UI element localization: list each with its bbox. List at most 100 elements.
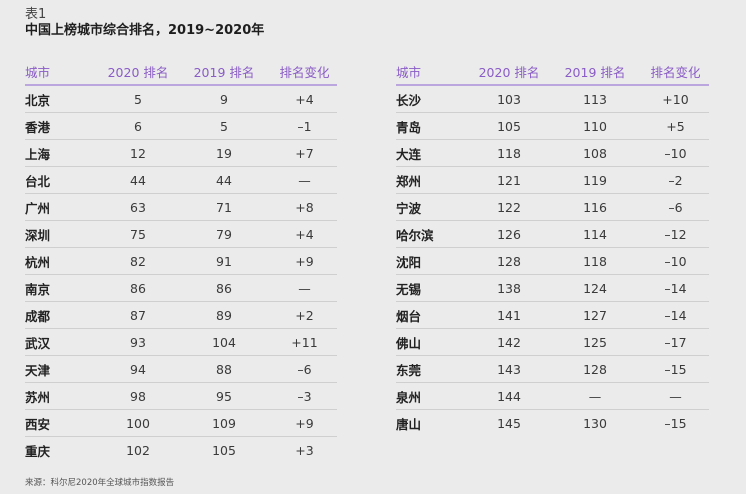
- table-row: 无锡 138 124 –14: [396, 275, 709, 302]
- rank-2019-cell: 91: [216, 253, 232, 269]
- rank-2019-cell: 79: [216, 226, 232, 242]
- city-cell: 上海: [25, 146, 51, 162]
- table-title: 中国上榜城市综合排名，2019~2020年: [25, 23, 265, 38]
- rank-change-cell: —: [298, 172, 311, 188]
- rank-change-cell: +4: [295, 91, 314, 107]
- rank-2019-cell: 9: [220, 91, 228, 107]
- rank-2020-cell: 100: [126, 415, 150, 431]
- city-cell: 长沙: [396, 92, 422, 108]
- city-cell: 北京: [25, 92, 51, 108]
- rank-change-cell: –14: [664, 307, 687, 323]
- table-row: 沈阳 128 118 –10: [396, 248, 709, 275]
- rank-2019-cell: 71: [216, 199, 232, 215]
- rank-2019-cell: 44: [216, 172, 232, 188]
- city-cell: 青岛: [396, 119, 422, 135]
- city-cell: 苏州: [25, 389, 51, 405]
- rank-change-cell: —: [298, 280, 311, 296]
- city-cell: 唐山: [396, 416, 422, 432]
- ranking-table-right: 城市 2020 排名 2019 排名 排名变化 长沙 103 113 +10 青岛 105…: [396, 58, 709, 436]
- table-row: 郑州 121 119 –2: [396, 167, 709, 194]
- table-row: 杭州 82 91 +9: [25, 248, 337, 275]
- rank-2019-cell: 125: [583, 334, 607, 350]
- table-body: 长沙 103 113 +10 青岛 105 110 +5 大连 118 108 –10 郑州 121 119…: [396, 86, 709, 436]
- rank-2019-cell: 116: [583, 199, 607, 215]
- rank-2019-cell: 88: [216, 361, 232, 377]
- rank-2019-cell: 113: [583, 91, 607, 107]
- rank-2019-cell: 105: [212, 442, 236, 458]
- rank-change-cell: –1: [297, 118, 312, 134]
- city-cell: 无锡: [396, 281, 422, 297]
- header-rank-2019: 2019 排名: [193, 64, 255, 80]
- rank-change-cell: —: [669, 388, 682, 404]
- rank-2020-cell: 98: [130, 388, 146, 404]
- rank-2020-cell: 122: [497, 199, 521, 215]
- rank-change-cell: –10: [664, 145, 687, 161]
- city-cell: 杭州: [25, 254, 51, 270]
- table-row: 广州 63 71 +8: [25, 194, 337, 221]
- table-row: 武汉 93 104 +11: [25, 329, 337, 356]
- rank-2019-cell: 104: [212, 334, 236, 350]
- rank-2019-cell: 95: [216, 388, 232, 404]
- table-row: 香港 6 5 –1: [25, 113, 337, 140]
- table-row: 上海 12 19 +7: [25, 140, 337, 167]
- rank-2020-cell: 63: [130, 199, 146, 215]
- rank-change-cell: +10: [662, 91, 689, 107]
- rank-change-cell: –10: [664, 253, 687, 269]
- rank-2020-cell: 121: [497, 172, 521, 188]
- table-row: 南京 86 86 —: [25, 275, 337, 302]
- rank-change-cell: +8: [295, 199, 314, 215]
- rank-change-cell: +11: [291, 334, 318, 350]
- rank-2020-cell: 82: [130, 253, 146, 269]
- source-note: 来源：科尔尼2020年全球城市指数报告: [25, 478, 175, 488]
- ranking-table-left: 城市 2020 排名 2019 排名 排名变化 北京 5 9 +4 香港 6 5 –1 上海 12…: [25, 58, 337, 463]
- table-row: 东莞 143 128 –15: [396, 356, 709, 383]
- rank-2020-cell: 86: [130, 280, 146, 296]
- rank-2019-cell: 110: [583, 118, 607, 134]
- rank-change-cell: +9: [295, 253, 314, 269]
- table-row: 泉州 144 — —: [396, 383, 709, 410]
- rank-2020-cell: 118: [497, 145, 521, 161]
- header-rank-change: 排名变化: [650, 64, 701, 80]
- table-row: 唐山 145 130 –15: [396, 410, 709, 436]
- city-cell: 香港: [25, 119, 51, 135]
- rank-change-cell: –15: [664, 415, 687, 431]
- table-header: 城市 2020 排名 2019 排名 排名变化: [25, 58, 337, 86]
- rank-2020-cell: 128: [497, 253, 521, 269]
- rank-change-cell: +4: [295, 226, 314, 242]
- rank-2019-cell: 19: [216, 145, 232, 161]
- header-rank-2019: 2019 排名: [564, 64, 626, 80]
- city-cell: 郑州: [396, 173, 422, 189]
- city-cell: 深圳: [25, 227, 51, 243]
- table-row: 成都 87 89 +2: [25, 302, 337, 329]
- rank-2019-cell: —: [588, 388, 602, 404]
- rank-2020-cell: 75: [130, 226, 146, 242]
- rank-2019-cell: 119: [583, 172, 607, 188]
- rank-2019-cell: 124: [583, 280, 607, 296]
- rank-2020-cell: 142: [497, 334, 521, 350]
- city-cell: 台北: [25, 173, 51, 189]
- rank-2020-cell: 145: [497, 415, 521, 431]
- table-row: 苏州 98 95 –3: [25, 383, 337, 410]
- rank-2019-cell: 128: [583, 361, 607, 377]
- rank-2019-cell: 114: [583, 226, 607, 242]
- table-row: 深圳 75 79 +4: [25, 221, 337, 248]
- rank-2020-cell: 44: [130, 172, 146, 188]
- header-rank-change: 排名变化: [279, 64, 330, 80]
- table-row: 大连 118 108 –10: [396, 140, 709, 167]
- rank-2020-cell: 93: [130, 334, 146, 350]
- table-row: 烟台 141 127 –14: [396, 302, 709, 329]
- rank-2019-cell: 86: [216, 280, 232, 296]
- rank-2020-cell: 143: [497, 361, 521, 377]
- rank-2020-cell: 6: [134, 118, 142, 134]
- city-cell: 沈阳: [396, 254, 422, 270]
- table-header: 城市 2020 排名 2019 排名 排名变化: [396, 58, 709, 86]
- rank-change-cell: +9: [295, 415, 314, 431]
- header-city: 城市: [396, 64, 422, 80]
- table-row: 宁波 122 116 –6: [396, 194, 709, 221]
- table-row: 佛山 142 125 –17: [396, 329, 709, 356]
- rank-change-cell: +7: [295, 145, 314, 161]
- city-cell: 烟台: [396, 308, 422, 324]
- table-row: 重庆 102 105 +3: [25, 437, 337, 463]
- rank-change-cell: –17: [664, 334, 687, 350]
- rank-change-cell: –6: [668, 199, 683, 215]
